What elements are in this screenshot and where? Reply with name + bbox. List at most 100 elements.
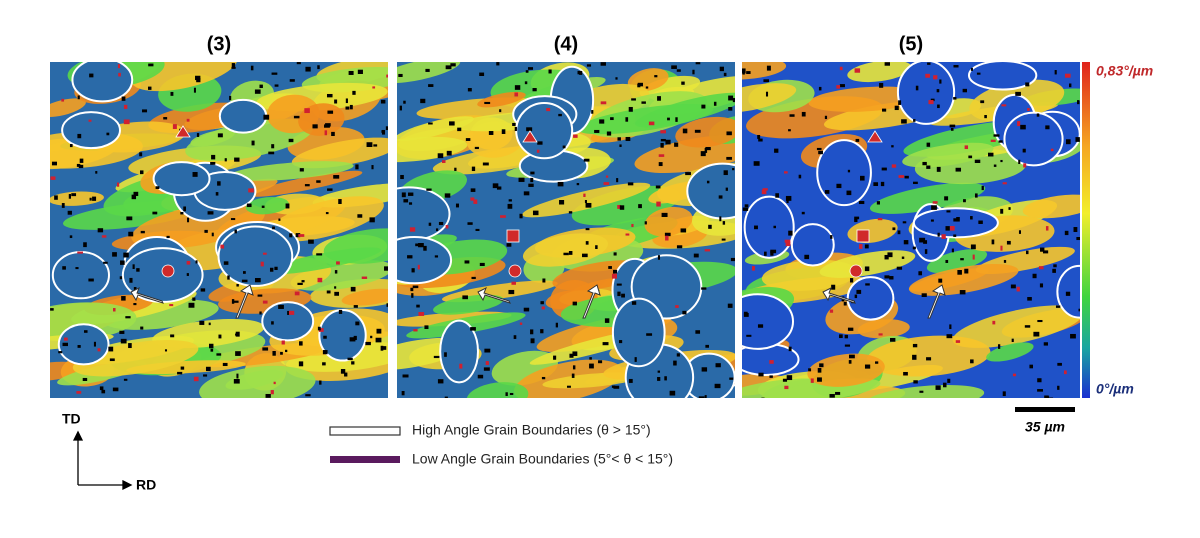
speck: [628, 106, 633, 112]
speck: [1024, 325, 1031, 328]
speck: [117, 64, 121, 69]
speck: [594, 129, 600, 133]
grain: [896, 62, 956, 125]
strain-region: [245, 196, 289, 215]
strain-region: [675, 116, 735, 148]
speck: [1040, 247, 1045, 252]
speck: [722, 221, 726, 225]
speck: [730, 257, 735, 262]
speck: [1036, 113, 1040, 117]
speck: [317, 277, 323, 283]
speck: [470, 327, 476, 331]
speck: [1044, 395, 1049, 398]
speck: [413, 329, 418, 332]
speck: [896, 266, 903, 270]
speck: [676, 69, 681, 72]
arrow-marker: [822, 286, 856, 304]
speck: [762, 188, 768, 191]
speck: [926, 357, 932, 361]
speck: [1015, 91, 1021, 96]
speck: [605, 175, 609, 178]
speck: [455, 203, 459, 208]
speck: [230, 218, 236, 221]
speck: [326, 93, 333, 98]
speck: [912, 246, 916, 250]
speck: [262, 300, 268, 304]
speck: [353, 305, 358, 308]
speck: [769, 375, 773, 378]
grain: [152, 161, 211, 197]
speck: [475, 228, 480, 231]
speck: [606, 131, 612, 136]
speck: [260, 261, 264, 267]
speck: [681, 81, 685, 85]
speck: [621, 293, 625, 298]
speck: [919, 390, 924, 393]
speck: [523, 191, 530, 196]
speck: [474, 146, 479, 150]
speck: [376, 328, 382, 334]
speck: [123, 378, 128, 381]
speck: [75, 267, 79, 270]
speck: [723, 170, 728, 176]
speck: [864, 364, 871, 369]
speck: [428, 122, 433, 125]
speck: [449, 121, 455, 126]
grain: [51, 250, 110, 300]
speck: [921, 293, 927, 297]
speck: [953, 64, 959, 68]
legend-swatch-low: [330, 456, 400, 463]
triangle-marker: [175, 125, 191, 138]
speck: [831, 284, 836, 290]
panel-title: (3): [207, 33, 231, 55]
speck: [103, 261, 108, 264]
speck: [1064, 230, 1069, 236]
speck: [930, 219, 934, 222]
speck: [648, 121, 655, 126]
triangle-marker: [522, 130, 538, 143]
speck: [847, 169, 851, 173]
speck: [263, 114, 270, 120]
speck: [281, 340, 285, 345]
speck: [660, 138, 666, 142]
speck: [583, 193, 586, 197]
speck: [349, 337, 356, 342]
speck: [76, 163, 81, 167]
speck: [898, 100, 902, 105]
speck: [1033, 331, 1040, 337]
speck: [278, 218, 281, 221]
speck: [222, 362, 228, 367]
speck: [235, 333, 239, 336]
speck: [235, 351, 241, 356]
speck: [705, 344, 709, 348]
speck: [116, 182, 120, 187]
speck: [82, 377, 88, 381]
speck: [1078, 308, 1080, 312]
speck: [69, 143, 73, 148]
speck: [532, 88, 537, 92]
speck: [726, 131, 732, 136]
speck: [323, 335, 327, 339]
speck: [236, 284, 239, 287]
speck: [133, 287, 137, 292]
grain: [611, 297, 666, 368]
speck: [1063, 370, 1067, 375]
speck: [675, 305, 679, 308]
speck: [351, 361, 355, 365]
speck: [835, 391, 841, 395]
speck: [514, 85, 521, 90]
speck: [210, 348, 214, 352]
speck: [119, 276, 123, 280]
speck: [944, 196, 949, 201]
speck: [200, 288, 206, 292]
speck: [288, 310, 295, 315]
speck: [204, 229, 208, 233]
speck: [454, 167, 457, 171]
speck: [370, 335, 373, 339]
speck: [89, 197, 92, 201]
speck: [484, 348, 491, 353]
speck: [457, 127, 462, 132]
speck: [411, 268, 415, 273]
speck: [183, 206, 187, 212]
speck: [613, 385, 620, 389]
